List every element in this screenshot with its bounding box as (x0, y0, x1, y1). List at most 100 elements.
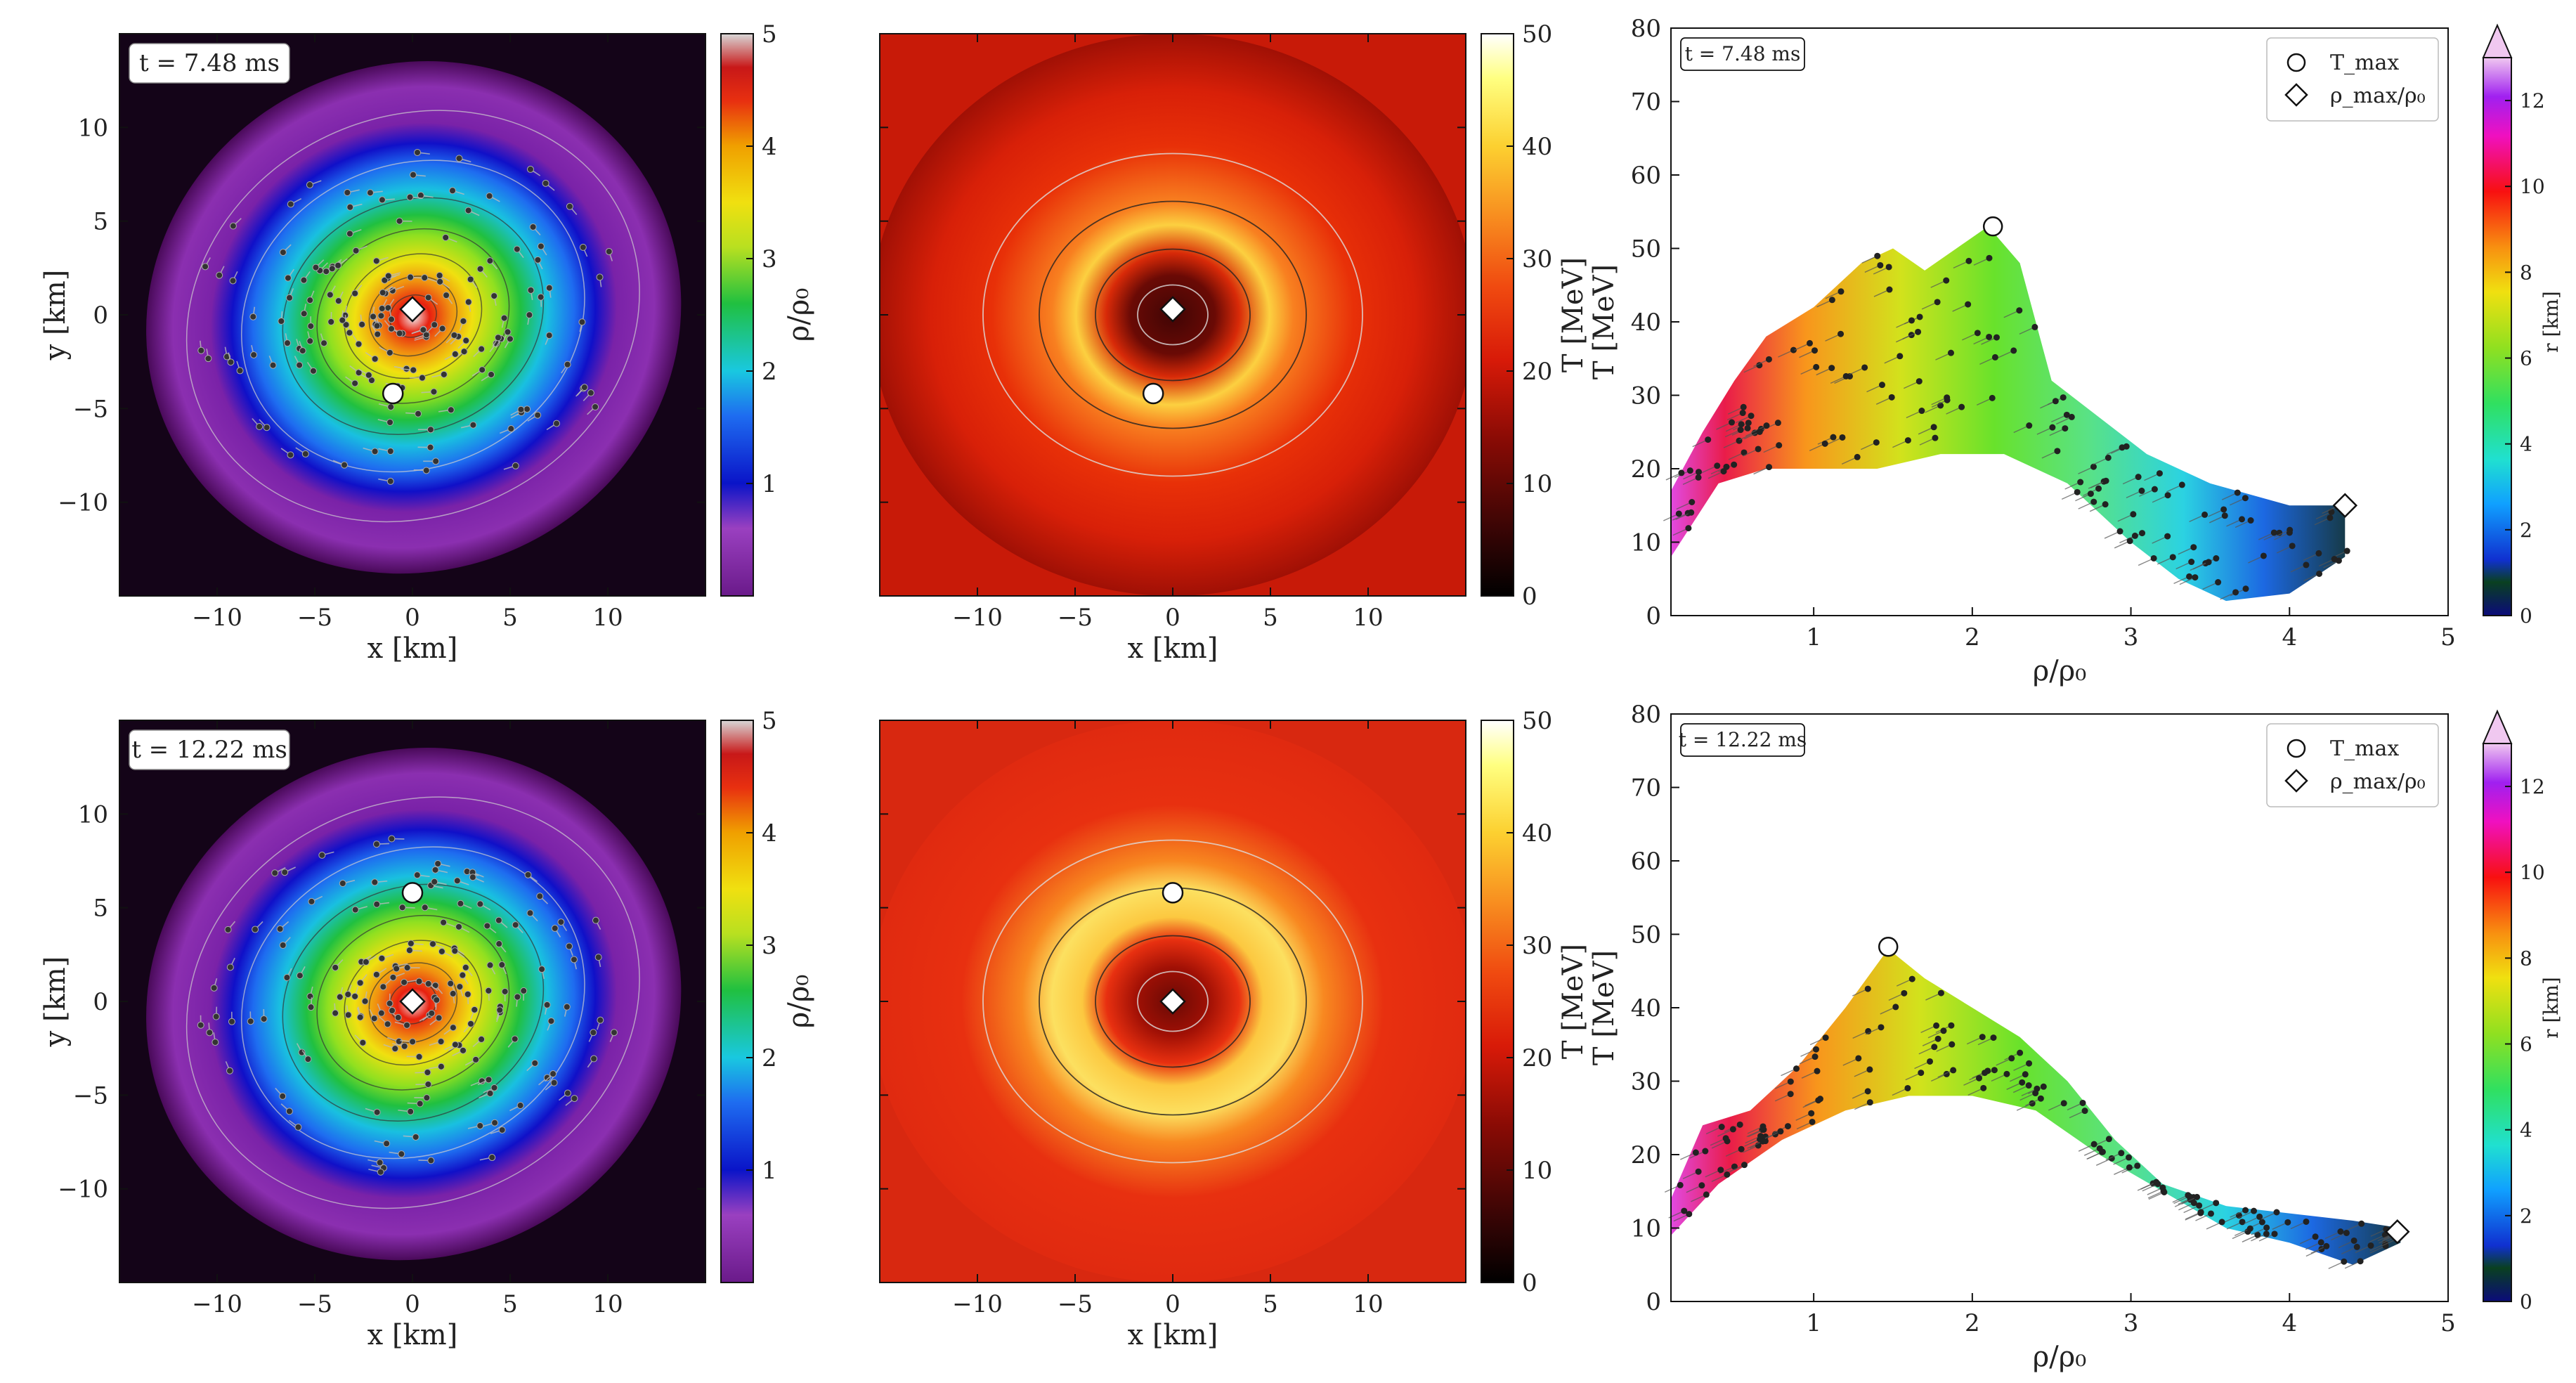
tracer-particle (471, 1006, 479, 1013)
colorbar-tick-label: 0 (1522, 1269, 1537, 1297)
tracer-point (1688, 509, 1695, 516)
tracer-point (2040, 1083, 2047, 1090)
colorbar-tick-label: 0 (1522, 583, 1537, 611)
tracer-particle (307, 1004, 315, 1011)
tracer-particle (372, 257, 380, 265)
x-tick-label: 0 (405, 1290, 420, 1318)
colorbar-tick-label: 4 (762, 819, 777, 848)
tracer-point (2271, 1231, 2278, 1238)
x-tick-label: −10 (952, 1290, 1003, 1318)
tracer-particle (538, 966, 546, 973)
tracer-particle (356, 979, 364, 987)
tracer-particle (564, 1089, 571, 1097)
time-label-box (129, 43, 290, 84)
tracer-point (2220, 506, 2227, 513)
tracer-point (1897, 353, 1904, 360)
tracer-point (1949, 1041, 1956, 1048)
x-tick-label: 10 (592, 604, 623, 632)
x-tick-label: 5 (2440, 1309, 2456, 1337)
y-tick-label: 0 (93, 301, 108, 330)
tracer-particle (336, 993, 344, 1001)
colorbar-tick-label: 12 (2520, 89, 2545, 112)
tracer-point (2034, 1085, 2041, 1092)
tracer-point (2178, 481, 2185, 488)
density-contour (368, 275, 458, 357)
tracer-point (2353, 1243, 2360, 1250)
tracer-particle (476, 1122, 484, 1129)
tracer-particle (394, 1013, 402, 1021)
tracer-point (1837, 330, 1845, 337)
tracer-point (2062, 425, 2069, 432)
y-tick-label: 70 (1631, 89, 1661, 117)
colorbar-extend-arrow (2482, 709, 2513, 744)
tracer-particle (434, 859, 442, 867)
tracer-particle (300, 276, 308, 284)
tracer-particle (578, 318, 586, 326)
tracer-point (2126, 1164, 2133, 1171)
tracer-point (2154, 1181, 2161, 1188)
tracer-particle (506, 335, 514, 343)
colorbar (2483, 57, 2512, 616)
tracer-point (2164, 533, 2171, 540)
tracer-particle (453, 877, 461, 885)
tracer-particle (431, 878, 438, 885)
tracer-point (1790, 346, 1797, 353)
tracer-point (2284, 1219, 2291, 1226)
tracer-point (1736, 1121, 1743, 1128)
legend-rhomax-symbol (2284, 83, 2308, 107)
tracer-particle (490, 1084, 498, 1091)
tracer-particle (455, 155, 463, 162)
tracer-particle (332, 1009, 339, 1017)
temperature-density-band (1671, 949, 2401, 1265)
tracer-particle (395, 1037, 403, 1045)
tracer-point (2116, 528, 2123, 535)
tracer-point (1811, 347, 1819, 354)
x-tick-label: −10 (192, 604, 242, 632)
tracer-point (2194, 1193, 2201, 1200)
tracer-particle (467, 275, 474, 283)
colorbar-label: ρ/ρ₀ (783, 288, 815, 342)
tracer-particle (299, 347, 306, 355)
tmax-marker (401, 882, 424, 904)
tracer-point (2105, 1136, 2112, 1143)
tracer-particle (495, 940, 503, 948)
tracer-particle (456, 983, 464, 991)
tracer-particle (457, 900, 464, 907)
tracer-point (2074, 488, 2081, 495)
tracer-point (2242, 585, 2249, 592)
tracer-point (1866, 1066, 1873, 1073)
tracer-point (1808, 1110, 1815, 1117)
tracer-particle (278, 318, 285, 325)
tracer-particle (279, 249, 287, 257)
tracer-particle (384, 1020, 391, 1028)
tracer-particle (326, 291, 334, 299)
x-tick-label: −5 (1058, 604, 1093, 632)
tracer-particle (386, 477, 394, 485)
y-tick-label: 10 (78, 800, 108, 829)
tracer-point (2156, 470, 2163, 477)
tracer-particle (419, 326, 427, 334)
x-tick-label: −5 (1058, 1290, 1093, 1318)
tracer-point (2323, 1242, 2330, 1249)
tracer-point (1991, 1067, 1998, 1074)
y-tick-label: −10 (58, 489, 108, 517)
tracer-particle (334, 261, 342, 269)
tracer-particle (469, 874, 476, 881)
tracer-particle (435, 1014, 443, 1022)
tracer-particle (224, 926, 232, 933)
tracer-point (2003, 1070, 2010, 1077)
density-field (119, 34, 705, 596)
tracer-particle (432, 457, 440, 465)
tracer-particle (307, 323, 315, 330)
tracer-point (2263, 1224, 2270, 1231)
tracer-point (2303, 561, 2310, 569)
tracer-particle (351, 290, 359, 297)
density-contour (316, 914, 510, 1091)
tracer-particle (371, 355, 379, 363)
tracer-particle (424, 1080, 432, 1088)
tracer-point (2190, 1200, 2197, 1207)
tracer-point (1678, 469, 1685, 476)
tracer-particle (476, 900, 484, 908)
tracer-point (1828, 297, 1835, 304)
